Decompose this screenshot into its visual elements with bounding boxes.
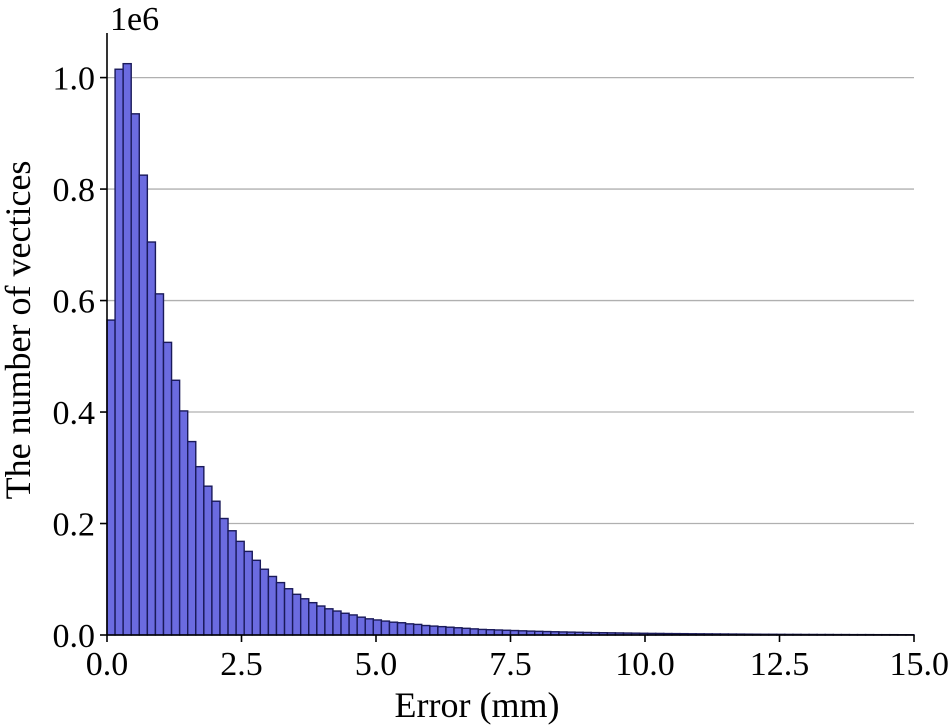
histogram-bar [477,628,487,636]
grid-lines [107,76,914,525]
histogram-bar [219,517,229,636]
y-axis-ticks: 0.0 0.2 0.4 0.6 0.8 1.0 [53,61,107,655]
histogram-bar [211,500,221,636]
histogram-bar [332,610,342,636]
histogram-bar [299,598,310,636]
x-tick-label: 15.0 [890,646,950,683]
histogram-bar [195,465,205,636]
x-tick-label: 0.0 [86,646,129,683]
histogram-bar [283,588,294,636]
histogram-bar [461,627,471,636]
histogram-bar [259,568,270,636]
histogram-bar [429,625,439,636]
histogram-bar [396,622,407,636]
x-tick-label: 10.0 [615,646,675,683]
histogram-bar [372,619,383,636]
histogram-bar [122,62,132,636]
histogram-bar [178,410,189,636]
histogram-bar [275,581,286,636]
histogram-bar [404,623,415,636]
histogram-bar [348,614,358,636]
histogram-bar [356,616,366,636]
y-tick-label: 0.2 [53,507,96,544]
histogram-bar [437,625,447,636]
x-tick-label: 5.0 [355,646,398,683]
histogram-bar [340,612,350,636]
histogram-bar [412,623,423,636]
histogram-bar [364,618,375,636]
histogram-bar [106,319,116,636]
histogram-bars [106,62,915,636]
histogram-bar [421,624,431,636]
histogram-bar [380,620,391,636]
histogram-bar [291,593,302,636]
y-axis-label: The number of vectices [0,161,38,500]
x-tick-label: 2.5 [220,646,263,683]
histogram-bar [308,601,318,636]
y-offset-label: 1e6 [110,1,159,38]
x-axis-ticks: 0.0 2.5 5.0 7.5 10.0 12.5 15.0 [86,635,949,683]
histogram-bar [235,540,245,636]
x-axis-label: Error (mm) [395,685,560,725]
histogram-bar [154,293,165,636]
histogram-bar [267,575,278,636]
histogram-bar [186,440,197,636]
y-tick-label: 0.4 [53,395,96,432]
histogram-bar [170,379,181,636]
histogram-bar [114,68,124,636]
histogram-bar [445,626,455,636]
histogram-bar [227,530,237,636]
histogram-bar [453,627,463,636]
x-tick-label: 12.5 [750,646,810,683]
y-tick-label: 0.0 [53,618,96,655]
histogram-bar [146,241,157,636]
histogram-bar [324,608,334,636]
histogram-bar [388,621,399,636]
histogram-bar [469,628,479,636]
histogram-bar [138,174,149,636]
histogram-bar [162,341,173,636]
y-tick-label: 0.8 [53,172,96,209]
histogram-bar [316,605,326,636]
y-tick-label: 1.0 [53,61,96,98]
histogram-bar [243,550,253,636]
histogram-bar [203,485,213,636]
y-tick-label: 0.6 [53,284,96,321]
x-tick-label: 7.5 [489,646,532,683]
histogram-bar [251,559,262,636]
histogram-bar [130,113,140,636]
